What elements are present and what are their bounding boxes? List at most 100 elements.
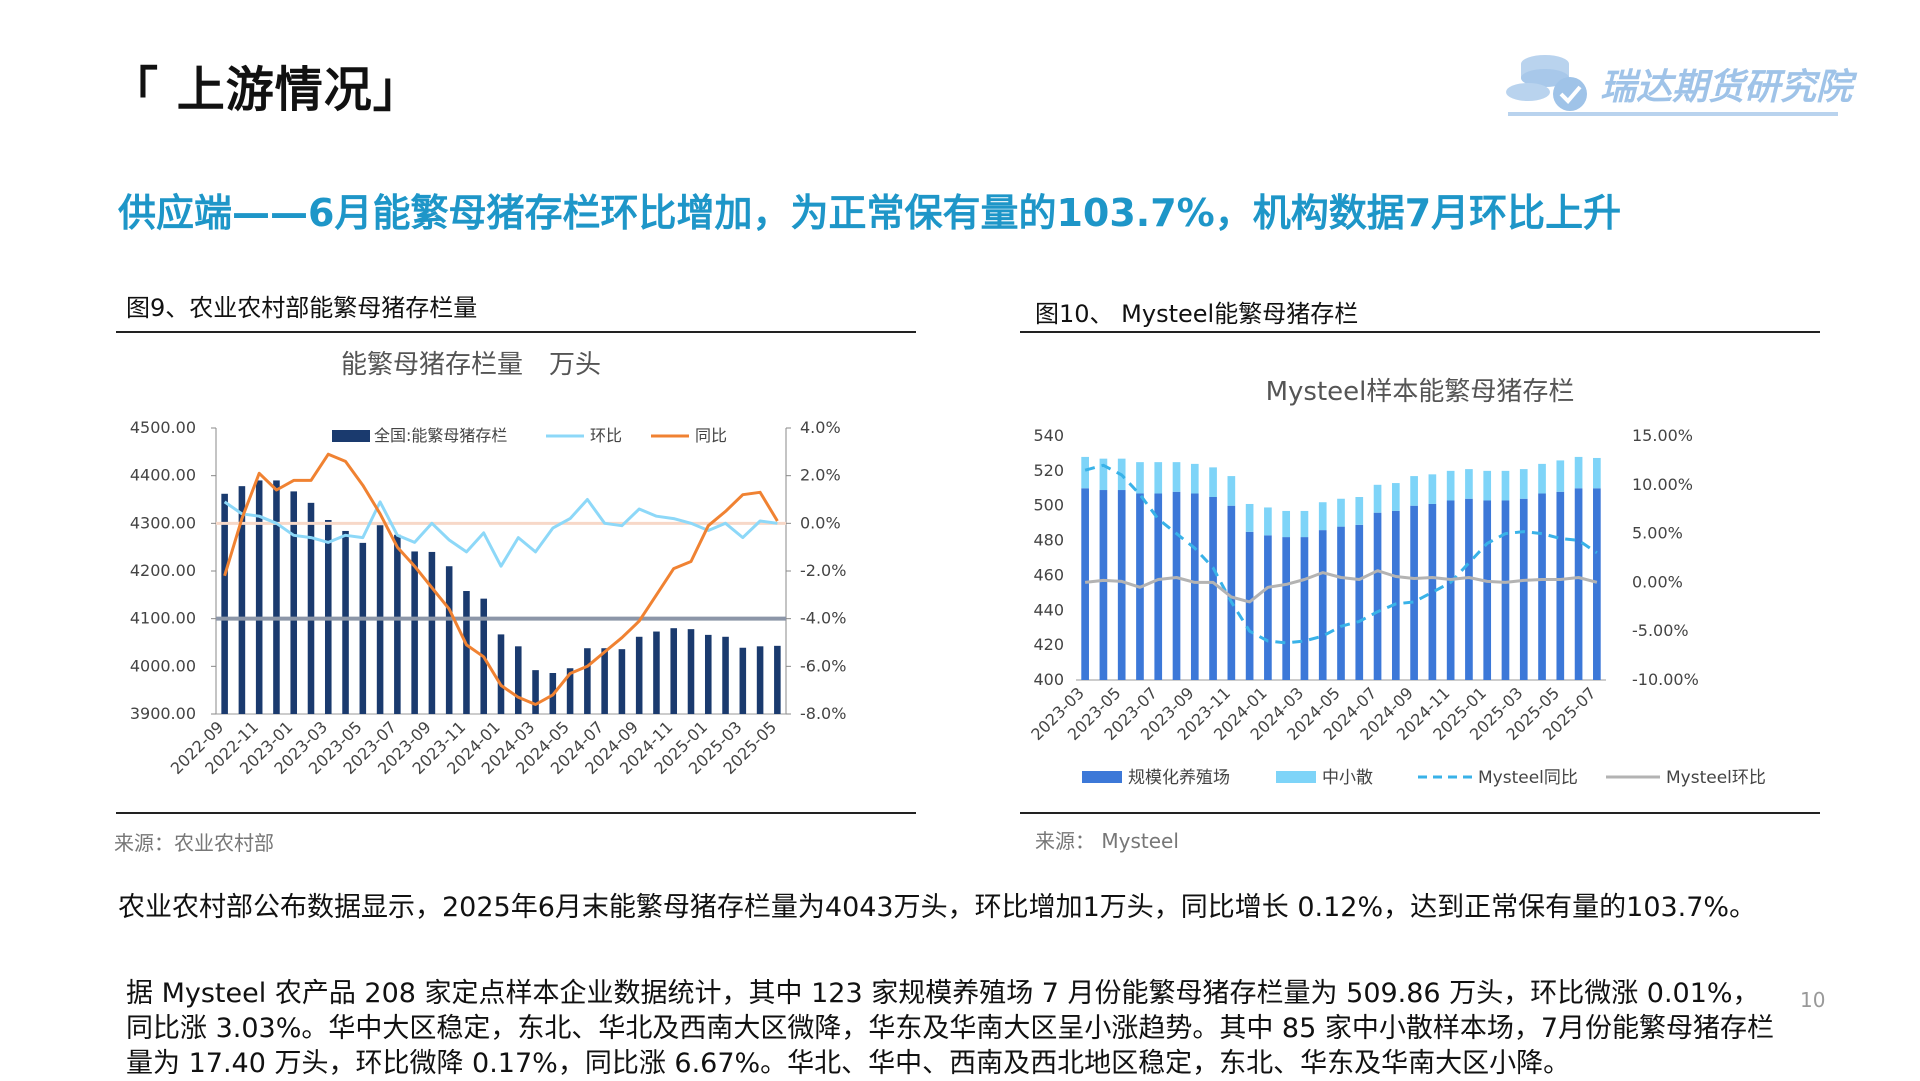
legend-label: Mysteel环比: [1666, 768, 1766, 788]
bar: [428, 551, 436, 714]
y-tick-label: 4200.00: [130, 561, 196, 580]
bar: [1209, 497, 1217, 680]
bar: [1428, 474, 1437, 504]
bar: [739, 647, 747, 714]
y-tick-label: 4500.00: [130, 418, 196, 437]
bar: [342, 530, 349, 714]
legend-label: 中小散: [1322, 768, 1373, 788]
bar: [359, 542, 367, 714]
bar: [307, 502, 315, 714]
legend-label: 环比: [590, 426, 622, 445]
bar: [722, 636, 729, 714]
bar: [1538, 493, 1546, 680]
y-tick-label: 400: [1033, 670, 1064, 689]
bar: [445, 566, 453, 714]
bar: [1117, 490, 1126, 680]
chart-10-legend: 规模化养殖场 中小散 Mysteel同比 Mysteel环比: [1082, 768, 1766, 788]
bar: [1446, 500, 1455, 680]
bar: [1337, 526, 1345, 680]
section-title: 「 上游情况」: [110, 62, 422, 118]
bar: [1446, 470, 1455, 501]
y2-tick-label: 15.00%: [1632, 426, 1693, 445]
bar: [1574, 456, 1583, 489]
bar: [774, 645, 781, 714]
y2-tick-label: 2.0%: [800, 466, 841, 485]
bar: [1391, 510, 1400, 680]
y-tick-label: 500: [1033, 496, 1064, 515]
bar: [653, 631, 660, 714]
series-line: [1084, 569, 1598, 604]
bar: [1391, 483, 1400, 511]
bar: [1282, 537, 1291, 680]
legend-swatch-bar: [332, 430, 370, 442]
y2-tick-label: -10.00%: [1632, 670, 1699, 689]
y-tick-label: 4000.00: [130, 656, 196, 675]
bar: [1465, 498, 1473, 680]
bar: [704, 634, 712, 714]
bar: [1227, 476, 1236, 506]
legend-label: 同比: [695, 426, 727, 445]
figure-9-bottom-rule: [116, 812, 916, 814]
bar: [1282, 510, 1291, 538]
bar: [618, 649, 626, 714]
bar: [1556, 460, 1565, 492]
bar: [1227, 505, 1236, 680]
bar: [463, 591, 470, 714]
legend-label: 全国:能繁母猪存栏: [374, 426, 507, 445]
bar: [1172, 491, 1181, 680]
figure-9-top-rule: [116, 331, 916, 333]
bar: [411, 551, 418, 714]
y2-tick-label: 10.00%: [1632, 475, 1693, 494]
y-tick-label: 4300.00: [130, 513, 196, 532]
bar: [670, 628, 678, 714]
bar: [1574, 488, 1583, 680]
legend-swatch-bar: [1082, 771, 1122, 783]
y-tick-label: 540: [1033, 426, 1064, 445]
headline: 供应端——6月能繁母猪存栏环比增加，为正常保有量的103.7%，机构数据7月环比…: [118, 191, 1622, 235]
bar: [273, 480, 280, 714]
y2-tick-label: 0.0%: [800, 513, 841, 532]
bar: [1081, 456, 1089, 489]
bar: [1154, 493, 1163, 680]
y2-tick-label: -2.0%: [800, 561, 846, 580]
bar: [1264, 535, 1272, 680]
bar: [255, 480, 263, 714]
figure-10-source: 来源： Mysteel: [1035, 829, 1179, 853]
bar: [394, 534, 401, 714]
bar: [1172, 462, 1181, 492]
bar: [566, 668, 574, 714]
bar: [1099, 458, 1108, 491]
y-tick-label: 3900.00: [130, 704, 196, 723]
logo: [1506, 55, 1838, 116]
chart-10-title: Mysteel样本能繁母猪存栏: [1266, 377, 1575, 407]
bar: [1483, 500, 1492, 680]
y2-tick-label: -4.0%: [800, 609, 846, 628]
bar: [601, 648, 608, 714]
y2-tick-label: -5.00%: [1632, 621, 1689, 640]
legend-swatch-bar: [1276, 771, 1316, 783]
y2-tick-label: 5.00%: [1632, 524, 1683, 543]
legend-label: 规模化养殖场: [1128, 768, 1230, 788]
bar: [1355, 497, 1364, 525]
bar: [1099, 490, 1108, 680]
bar: [1337, 498, 1345, 527]
bar: [635, 636, 643, 714]
chart-9-legend: 全国:能繁母猪存栏 环比 同比: [332, 426, 727, 445]
logo-underline: [1508, 112, 1838, 116]
bar: [1501, 500, 1510, 680]
bar: [1519, 498, 1528, 680]
chart-sow-inventory-moa: 能繁母猪存栏量 万头 全国:能繁母猪存栏 环比 同比 4500.00 4400.0…: [130, 350, 847, 778]
bar: [1081, 488, 1089, 680]
chart-9-title: 能繁母猪存栏量 万头: [341, 350, 601, 380]
legend-label: Mysteel同比: [1478, 768, 1578, 788]
bar: [1410, 505, 1418, 680]
y2-tick-label: -6.0%: [800, 656, 846, 675]
logo-text: 瑞达期货研究院: [1600, 67, 1853, 108]
bar: [1318, 530, 1327, 680]
bar: [1209, 467, 1217, 497]
bar: [514, 646, 522, 714]
bar: [1190, 463, 1199, 494]
y-tick-label: 420: [1033, 635, 1064, 654]
bar: [221, 493, 228, 714]
y2-tick-label: -8.0%: [800, 704, 846, 723]
